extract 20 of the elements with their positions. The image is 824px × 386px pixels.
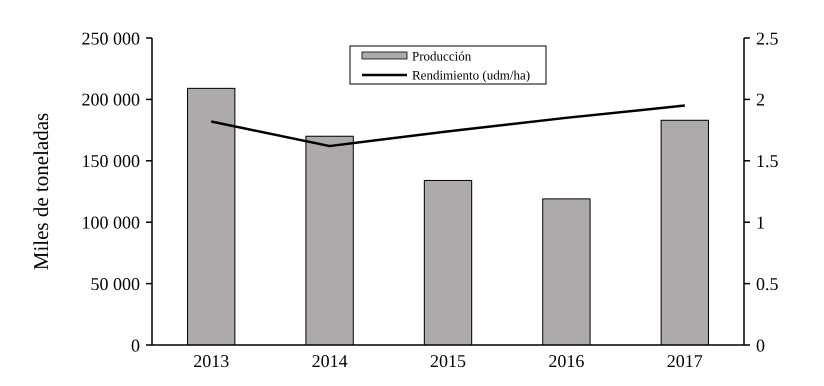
y-tick-label: 250 000 (82, 28, 140, 48)
y2-tick-label: 0.5 (756, 274, 778, 294)
y2-tick-label: 1 (756, 212, 765, 232)
y2-tick-label: 2 (756, 90, 765, 110)
legend-label: Rendimiento (udm/ha) (412, 68, 530, 83)
x-tick-label: 2015 (430, 351, 466, 371)
y2-tick-label: 2.5 (756, 28, 778, 48)
y-tick-label: 100 000 (82, 212, 140, 232)
x-tick-label: 2013 (193, 351, 230, 371)
x-tick-label: 2016 (548, 351, 584, 371)
x-tick-label: 2014 (312, 351, 348, 371)
y2-tick-label: 1.5 (756, 151, 778, 172)
y-tick-label: 200 000 (82, 90, 140, 110)
y-axis-title: Miles de toneladas (29, 112, 53, 270)
y-tick-label: 150 000 (82, 151, 140, 172)
y2-tick-label: 0 (756, 335, 765, 356)
y-tick-label: 0 (131, 335, 140, 356)
x-tick-label: 2017 (666, 351, 703, 371)
y-tick-label: 50 000 (90, 274, 140, 294)
legend-label: Producción (412, 48, 472, 64)
